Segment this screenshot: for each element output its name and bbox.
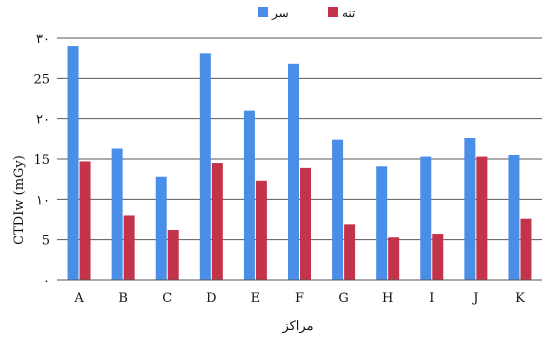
x-tick-label: J <box>471 291 478 306</box>
bar-B-series-2 <box>123 215 135 280</box>
x-tick-label: G <box>338 291 348 306</box>
x-tick-label: H <box>382 291 393 306</box>
bars <box>67 46 532 281</box>
bar-C-series-1 <box>155 176 167 280</box>
bar-I-series-1 <box>420 156 432 280</box>
bar-A-series-2 <box>79 161 91 280</box>
legend: سر تنه <box>258 6 355 20</box>
grid-lines <box>57 37 542 241</box>
bar-G-series-1 <box>332 139 344 280</box>
legend-swatch-series-2 <box>328 7 338 17</box>
x-tick-label: K <box>515 291 525 306</box>
y-tick-label: 25 <box>33 72 50 87</box>
x-tick-label: A <box>73 291 84 306</box>
bar-J-series-2 <box>476 156 488 280</box>
bar-A-series-1 <box>67 46 79 280</box>
bar-K-series-2 <box>520 218 532 280</box>
x-tick-label: F <box>295 291 304 306</box>
bar-B-series-1 <box>111 148 123 280</box>
y-axis-label: CTDIw (mGy) <box>12 155 27 245</box>
bar-G-series-2 <box>344 224 356 280</box>
bar-F-series-1 <box>288 63 299 281</box>
y-tick-label: ۰ <box>43 274 50 289</box>
y-tick-label: 5 <box>42 234 50 249</box>
bar-H-series-2 <box>388 237 400 280</box>
bar-K-series-1 <box>508 154 520 280</box>
bar-D-series-2 <box>211 163 223 280</box>
bar-H-series-1 <box>376 166 388 280</box>
y-tick-label: ۲۰ <box>36 113 50 128</box>
bar-F-series-2 <box>300 167 311 280</box>
x-tick-label: C <box>162 291 172 306</box>
y-tick-label: 15 <box>33 153 50 168</box>
x-tick-label: E <box>251 291 261 306</box>
y-axis-tick-labels: ۰ 5 ۱۰ 15 ۲۰ 25 ۳۰ <box>33 32 50 289</box>
bar-C-series-2 <box>167 229 179 280</box>
bar-I-series-2 <box>432 234 444 280</box>
x-tick-label: D <box>206 291 216 306</box>
x-axis-label: مراکز <box>281 319 313 334</box>
bar-E-series-1 <box>243 110 255 280</box>
bar-E-series-2 <box>255 180 267 280</box>
bar-J-series-1 <box>464 138 476 280</box>
bar-D-series-1 <box>199 53 211 281</box>
x-tick-label: I <box>429 291 434 306</box>
legend-label-series-1: سر <box>271 6 289 20</box>
y-tick-label: ۳۰ <box>36 32 50 47</box>
legend-label-series-2: تنه <box>342 6 355 20</box>
legend-swatch-series-1 <box>258 7 268 17</box>
x-tick-label: B <box>118 291 128 306</box>
y-tick-label: ۱۰ <box>36 193 50 208</box>
x-axis-tick-labels: A B C D E F G H I J K <box>73 291 525 306</box>
